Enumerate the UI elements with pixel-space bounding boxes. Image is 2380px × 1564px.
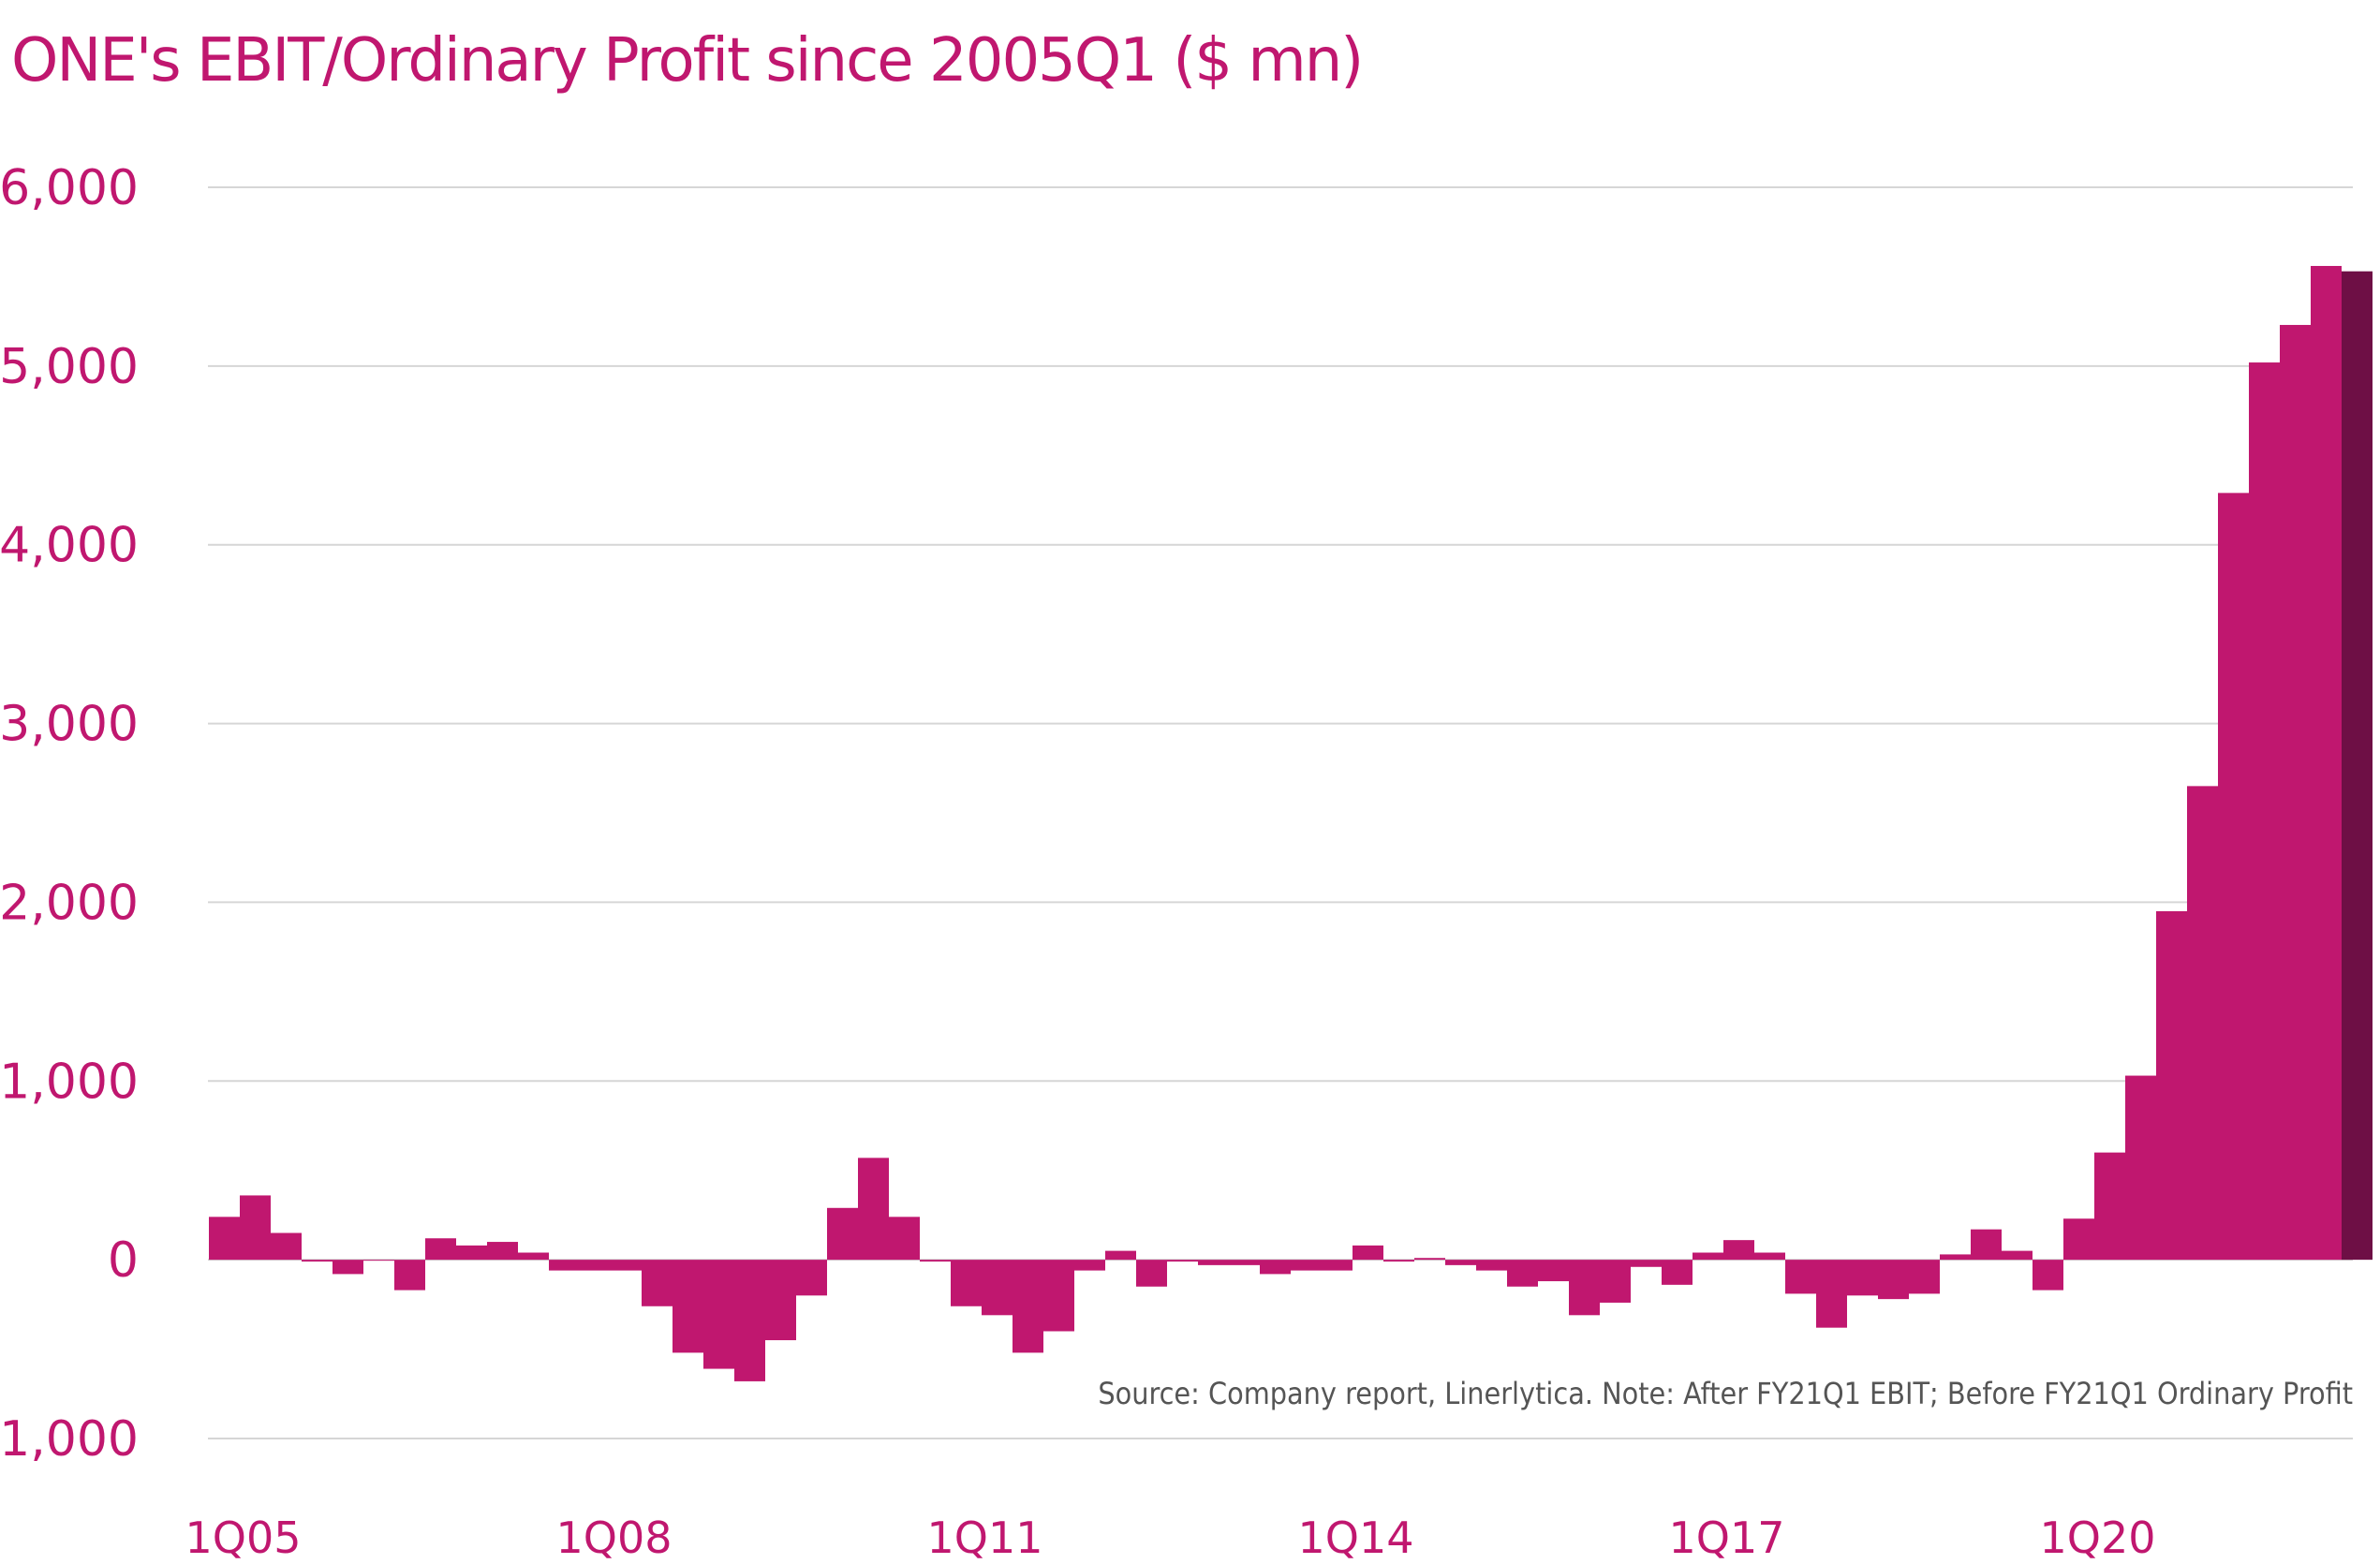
bar-4Q17 (1785, 1260, 1816, 1294)
y-tick-label: 2,000 (0, 875, 139, 931)
bar-1Q13 (1198, 1260, 1229, 1265)
bar-2Q12 (1105, 1250, 1136, 1261)
x-tick-label: 1Q17 (1668, 1512, 1784, 1563)
bar-2Q14 (1353, 1245, 1383, 1261)
bar-1Q07 (456, 1245, 487, 1261)
bar-1Q14 (1322, 1260, 1353, 1271)
bar-3Q16 (1631, 1260, 1662, 1267)
bar-1Q15 (1445, 1260, 1476, 1265)
bar-1Q06 (333, 1260, 363, 1275)
y-tick-label: 5,000 (0, 339, 139, 395)
bar-1Q09 (703, 1260, 734, 1369)
bar-3Q15 (1507, 1260, 1538, 1287)
y-tick-label: 3,000 (0, 697, 139, 753)
bar-3Q08 (642, 1260, 673, 1306)
bar-1Q16 (1569, 1260, 1600, 1316)
bar-3Q10 (889, 1217, 920, 1261)
bar-4Q06 (425, 1238, 456, 1261)
bar-2Q15 (1476, 1260, 1507, 1271)
bar-2Q08 (611, 1260, 642, 1271)
bar-3Q09 (765, 1260, 796, 1341)
bar-4Q18 (1909, 1260, 1940, 1294)
bar-3Q19 (2002, 1250, 2033, 1261)
bar-3Q07 (518, 1252, 549, 1261)
y-tick-label: 6,000 (0, 160, 139, 216)
bar-3Q06 (394, 1260, 425, 1291)
bar-2Q11 (982, 1260, 1013, 1316)
bar-4Q12 (1167, 1260, 1198, 1262)
x-tick-label: 1Q08 (555, 1512, 672, 1563)
bar-1Q22 (2311, 265, 2342, 1261)
bar-1Q08 (580, 1260, 611, 1271)
bar-4Q20 (2156, 910, 2187, 1261)
bar-4Q05 (302, 1260, 333, 1262)
y-tick-label: 1,000 (0, 1054, 139, 1110)
bar-1Q21 (2187, 786, 2218, 1261)
x-tick-label: 1Q20 (2039, 1512, 2155, 1563)
bar-3Q12 (1136, 1260, 1167, 1287)
bar-1Q20 (2063, 1218, 2094, 1261)
x-axis-ticks: 1Q05 1Q08 1Q11 1Q14 1Q17 1Q20 (185, 1512, 2155, 1563)
bar-3Q21 (2249, 362, 2280, 1261)
bar-2Q21 (2218, 493, 2249, 1261)
bar-3Q20 (2125, 1075, 2156, 1261)
bar-1Q17 (1693, 1252, 1723, 1261)
bar-3Q13 (1260, 1260, 1291, 1275)
bar-4Q08 (673, 1260, 703, 1353)
bar-2Q09 (734, 1260, 765, 1381)
bar-1Q05 (209, 1217, 240, 1261)
bar-4Q07 (549, 1260, 580, 1271)
bar-3Q05 (271, 1232, 302, 1261)
bar-4Q21 (2280, 324, 2311, 1261)
bar-4Q15 (1538, 1260, 1569, 1282)
x-tick-label: 1Q05 (185, 1512, 301, 1563)
bar-2Q06 (363, 1260, 394, 1262)
y-tick-label: -1,000 (0, 1411, 139, 1468)
bar-2Q13 (1229, 1260, 1260, 1265)
source-note: Source: Company report, Linerlytica. Not… (1098, 1376, 2353, 1411)
bar-2Q16 (1600, 1260, 1631, 1303)
bar-1Q10 (827, 1207, 858, 1261)
bar-4Q13 (1291, 1260, 1322, 1271)
bar-1Q12 (1074, 1260, 1105, 1271)
bar-2Q17 (1723, 1240, 1754, 1261)
bar-2Q18 (1847, 1260, 1878, 1296)
y-tick-label: 0 (108, 1232, 139, 1289)
bar-1Q11 (951, 1260, 982, 1306)
bar-3Q17 (1754, 1252, 1785, 1261)
bar-3Q18 (1878, 1260, 1909, 1300)
bar-2Q20 (2094, 1152, 2125, 1261)
bar-4Q19 (2033, 1260, 2063, 1291)
bars (209, 265, 2373, 1381)
bar-4Q16 (1662, 1260, 1693, 1285)
bar-4Q14 (1414, 1258, 1445, 1261)
bar-2Q07 (487, 1242, 518, 1261)
bar-1Q19 (1940, 1254, 1971, 1261)
chart-title: ONE's EBIT/Ordinary Profit since 2005Q1 … (11, 26, 1364, 96)
bar-2Q10 (858, 1158, 889, 1261)
bar-4Q09 (796, 1260, 827, 1296)
bar-4Q11 (1043, 1260, 1074, 1332)
bar-3Q14 (1383, 1260, 1414, 1262)
bar-1Q18 (1816, 1260, 1847, 1328)
bar-2Q22 (2342, 271, 2373, 1261)
bar-2Q19 (1971, 1229, 2002, 1261)
bar-2Q05 (240, 1195, 271, 1261)
y-axis-ticks: 6,000 5,000 4,000 3,000 2,000 1,000 0 -1,000 (0, 160, 139, 1468)
y-tick-label: 4,000 (0, 518, 139, 574)
x-tick-label: 1Q11 (926, 1512, 1042, 1563)
bar-3Q11 (1013, 1260, 1043, 1353)
x-tick-label: 1Q14 (1297, 1512, 1413, 1563)
bar-4Q10 (920, 1260, 951, 1262)
